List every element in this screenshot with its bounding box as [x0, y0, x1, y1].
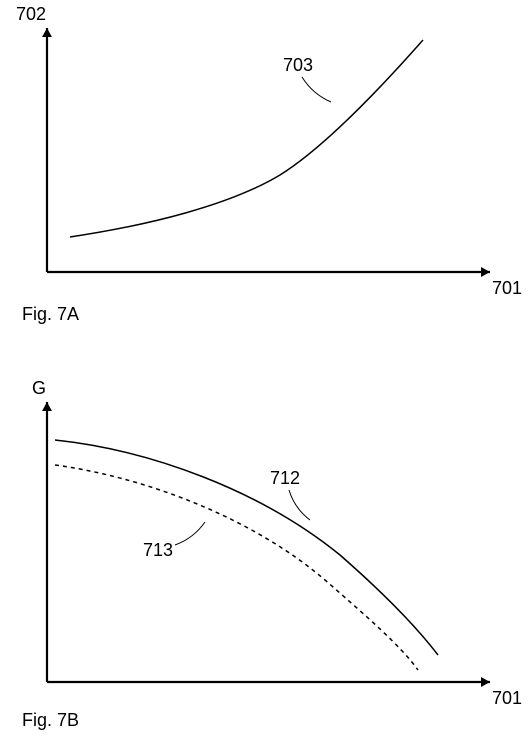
- fig-b-curve-solid-leader: [289, 490, 310, 520]
- fig-a-curve: [70, 40, 423, 237]
- fig-b-curve-solid: [55, 440, 438, 655]
- fig-b-x-arrowhead-icon: [481, 677, 490, 687]
- fig-a-y-arrowhead-icon: [42, 28, 52, 37]
- fig-b-curve-dashed: [55, 465, 418, 670]
- diagram-canvas: [0, 0, 531, 750]
- fig-a-axes: [42, 28, 490, 277]
- fig-a-curve-leader: [302, 77, 331, 102]
- fig-a-x-arrowhead-icon: [481, 267, 490, 277]
- fig-b-axes: [42, 402, 490, 687]
- fig-b-y-arrowhead-icon: [42, 402, 52, 411]
- fig-b-curve-dashed-leader: [175, 522, 205, 545]
